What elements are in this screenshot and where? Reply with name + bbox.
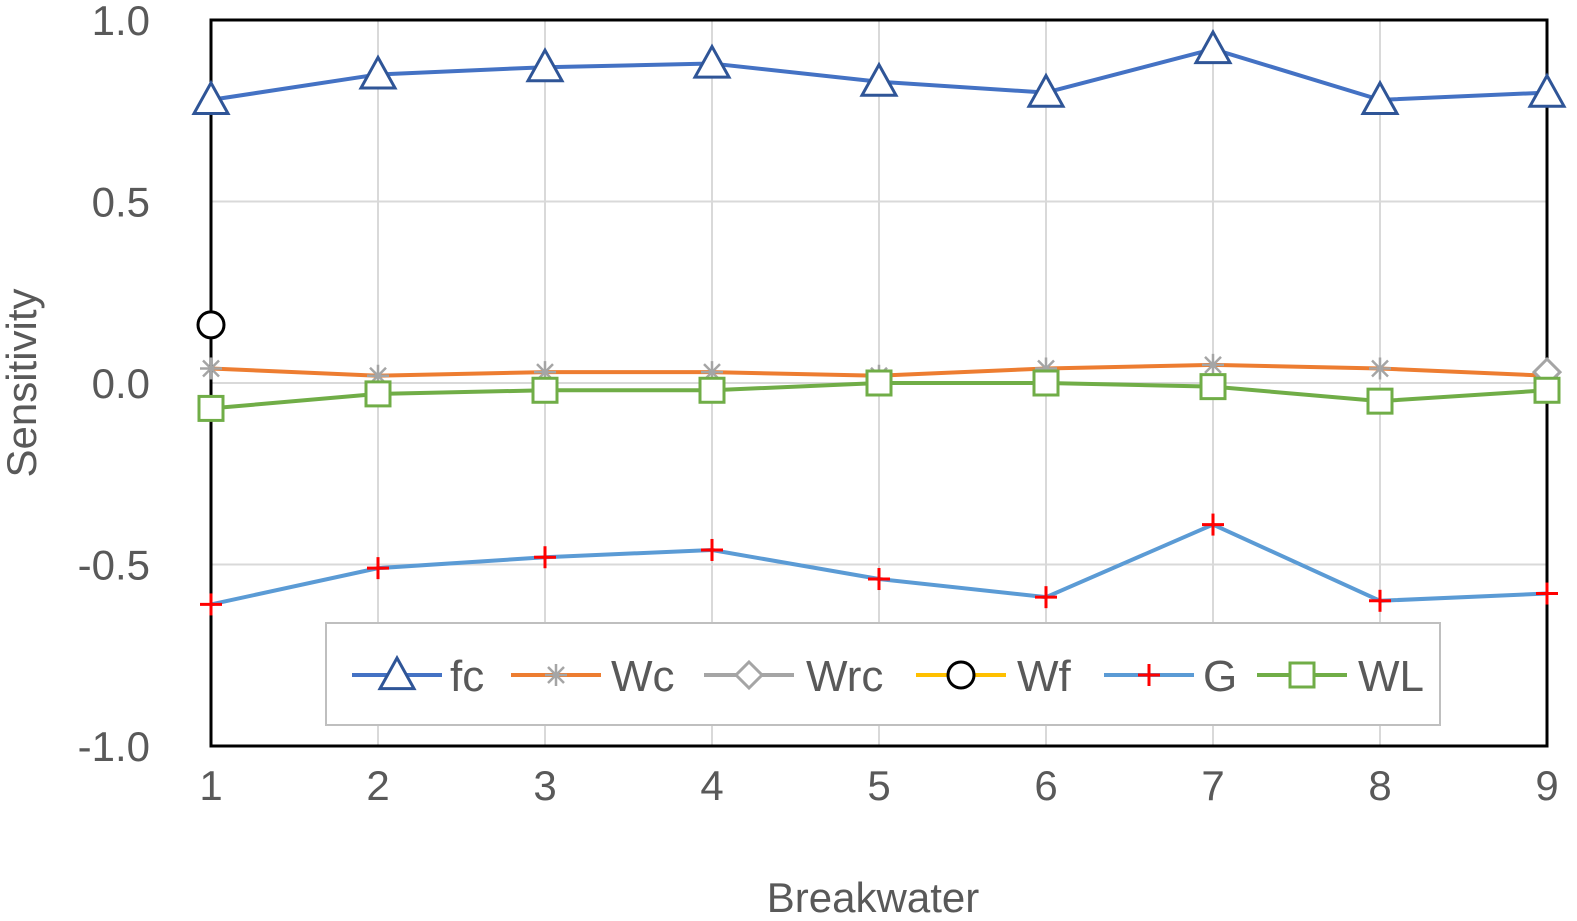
legend: fc Wc Wrc Wf G WL [325, 622, 1441, 726]
legend-label-g: G [1203, 652, 1237, 701]
x-tick-label: 2 [366, 762, 389, 809]
legend-label-wrc: Wrc [806, 652, 883, 701]
legend-item-fc: fc [352, 652, 484, 701]
x-tick-labels: 1 2 3 4 5 6 7 8 9 [199, 762, 1558, 809]
point-g [367, 557, 389, 580]
point-fc [1360, 79, 1400, 115]
marker-layer [191, 28, 1567, 616]
point-fc [692, 43, 732, 79]
point-wl [698, 376, 726, 404]
point-wc [200, 357, 222, 380]
legend-item-wl: WL [1257, 652, 1424, 701]
legend-label-wc: Wc [611, 652, 675, 701]
x-tick-label: 3 [533, 762, 556, 809]
y-tick-label: -0.5 [78, 542, 150, 589]
legend-item-wc: Wc [511, 652, 675, 701]
legend-label-wf: Wf [1017, 652, 1072, 701]
point-fc [1527, 72, 1567, 108]
point-g [1536, 582, 1558, 605]
legend-label-fc: fc [450, 652, 484, 701]
point-wl [1366, 387, 1394, 415]
point-g [1035, 586, 1057, 609]
point-wl [1032, 369, 1060, 397]
legend-marker-wf [946, 660, 976, 690]
point-fc [525, 47, 565, 83]
point-fc [358, 54, 398, 90]
point-fc [191, 79, 231, 115]
y-axis-label: Sensitivity [0, 288, 45, 477]
x-tick-label: 6 [1034, 762, 1057, 809]
legend-item-wf: Wf [916, 652, 1072, 701]
point-wl [531, 376, 559, 404]
legend-marker-g [1138, 664, 1160, 686]
y-tick-label: 0.5 [92, 179, 150, 226]
point-g [701, 538, 723, 561]
legend-item-g: G [1104, 652, 1237, 701]
legend-marker-fc [377, 654, 417, 691]
point-g [534, 546, 556, 569]
point-g [1369, 589, 1391, 612]
point-wl [865, 369, 893, 397]
x-tick-label: 8 [1368, 762, 1391, 809]
x-tick-label: 5 [867, 762, 890, 809]
y-tick-label: 1.0 [92, 0, 150, 44]
point-g [1202, 513, 1224, 536]
point-fc [859, 61, 899, 97]
point-wl [364, 380, 392, 408]
x-tick-label: 7 [1201, 762, 1224, 809]
x-tick-label: 4 [700, 762, 723, 809]
x-tick-label: 1 [199, 762, 222, 809]
point-wf [196, 310, 226, 340]
point-wc [1202, 353, 1224, 376]
point-wl [1199, 373, 1227, 401]
point-wl [1533, 376, 1561, 404]
legend-marker-wrc [733, 659, 765, 691]
point-fc [1193, 28, 1233, 65]
point-wl [197, 394, 225, 422]
point-wc [1369, 357, 1391, 380]
x-axis-label: Breakwater [767, 874, 979, 921]
legend-item-wrc: Wrc [704, 652, 883, 701]
legend-label-wl: WL [1358, 652, 1424, 701]
y-tick-label: 0.0 [92, 360, 150, 407]
legend-marker-wc [545, 664, 567, 686]
point-g [868, 568, 890, 591]
y-tick-labels: -1.0 -0.5 0.0 0.5 1.0 [78, 0, 150, 770]
y-tick-label: -1.0 [78, 723, 150, 770]
point-g [200, 593, 222, 616]
point-fc [1026, 72, 1066, 108]
x-tick-label: 9 [1535, 762, 1558, 809]
legend-marker-wl [1288, 661, 1316, 689]
